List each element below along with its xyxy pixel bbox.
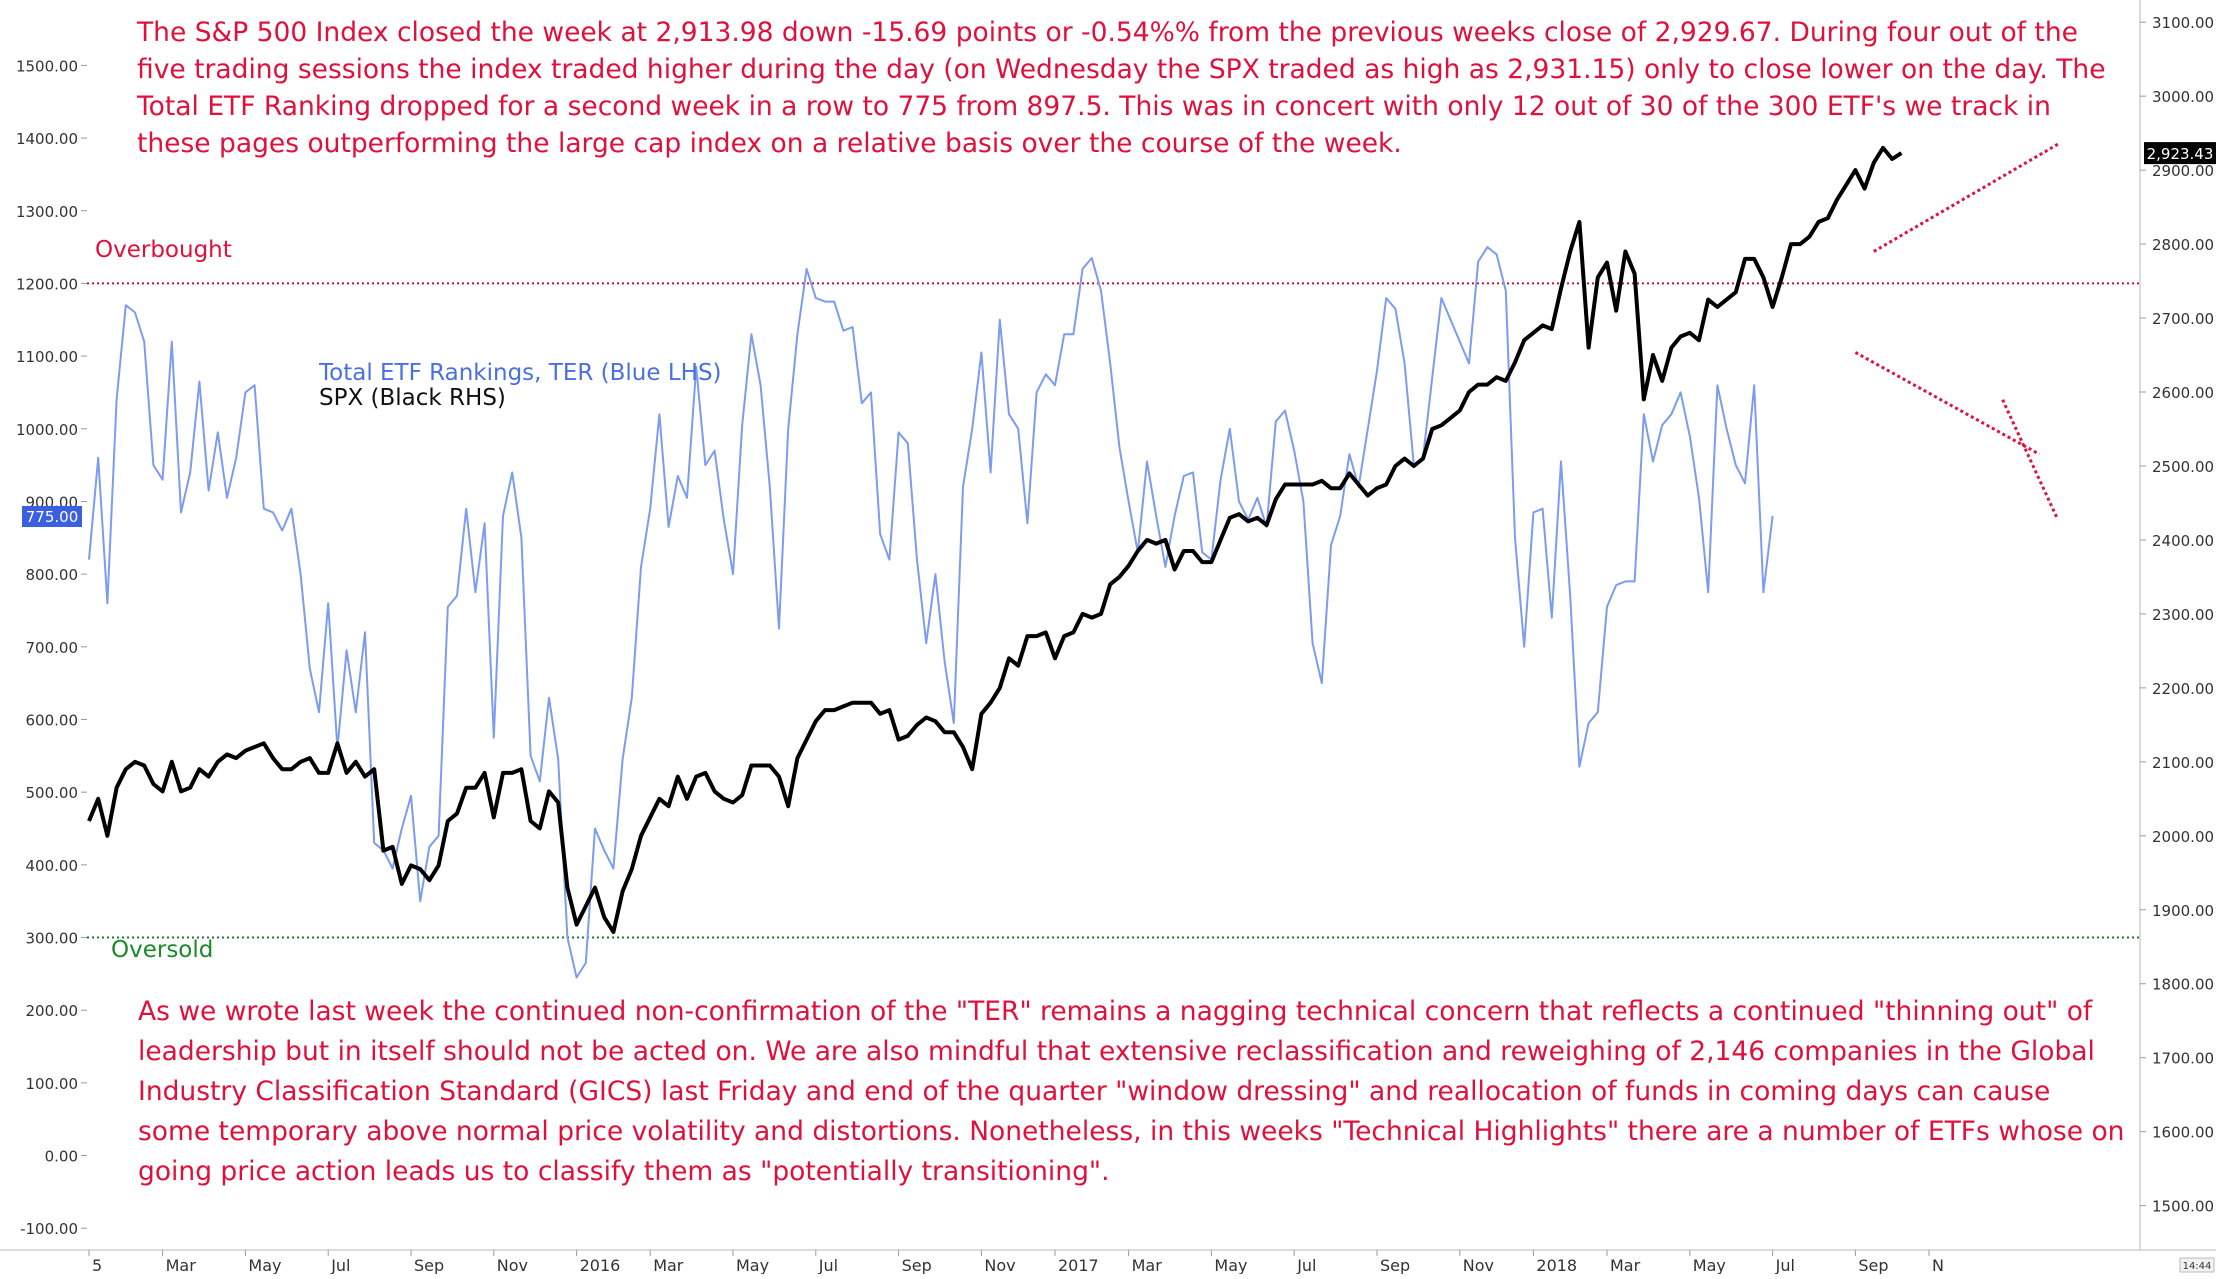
x-tick-label: Sep bbox=[1858, 1256, 1888, 1274]
left-tick-label: -100.00 bbox=[20, 1220, 78, 1238]
ter-downtrend-line-1 bbox=[1854, 351, 2041, 456]
x-tick-label: N bbox=[1932, 1256, 1944, 1274]
left-tick-label: 200.00 bbox=[26, 1002, 79, 1020]
x-tick-label: Nov bbox=[1463, 1256, 1494, 1274]
legend-spx: SPX (Black RHS) bbox=[319, 385, 506, 411]
x-tick-label: 2018 bbox=[1536, 1256, 1577, 1274]
oversold-label: Oversold bbox=[111, 937, 214, 963]
left-tick-label: 1400.00 bbox=[16, 130, 78, 148]
left-tick-label: 1100.00 bbox=[16, 348, 78, 366]
left-tick-label: 500.00 bbox=[26, 784, 79, 802]
left-tick-label: 1200.00 bbox=[16, 275, 78, 293]
right-tick-label: 2900.00 bbox=[2152, 162, 2214, 180]
left-tick-label: 800.00 bbox=[26, 566, 79, 584]
left-tick-label: 1300.00 bbox=[16, 203, 78, 221]
right-tick-label: 2600.00 bbox=[2152, 384, 2214, 402]
x-tick-label: Mar bbox=[1610, 1256, 1641, 1274]
spx-last-value-label: 2,923.43 bbox=[2147, 145, 2214, 163]
left-tick-label: 300.00 bbox=[26, 930, 79, 948]
left-tick-label: 600.00 bbox=[26, 711, 79, 729]
right-tick-label: 2400.00 bbox=[2152, 532, 2214, 550]
x-tick-label: Sep bbox=[414, 1256, 444, 1274]
x-tick-label: Jul bbox=[330, 1256, 350, 1274]
x-tick-label: Jul bbox=[1296, 1256, 1316, 1274]
x-tick-label: Mar bbox=[166, 1256, 197, 1274]
time-label-box bbox=[2179, 1257, 2215, 1273]
left-tick-label: 700.00 bbox=[26, 639, 79, 657]
x-tick-label: Jul bbox=[818, 1256, 838, 1274]
spx-last-value-badge bbox=[2144, 142, 2216, 165]
right-tick-label: 3000.00 bbox=[2152, 88, 2214, 106]
right-tick-label: 2800.00 bbox=[2152, 236, 2214, 254]
ter-downtrend-line-2 bbox=[2001, 399, 2060, 521]
ter-last-value-label: 775.00 bbox=[26, 508, 79, 526]
right-tick-label: 2300.00 bbox=[2152, 606, 2214, 624]
x-tick-label: May bbox=[1693, 1256, 1726, 1274]
x-tick-label: Jul bbox=[1775, 1256, 1795, 1274]
left-tick-label: 400.00 bbox=[26, 857, 79, 875]
right-tick-label: 1900.00 bbox=[2152, 902, 2214, 920]
x-tick-label: May bbox=[736, 1256, 769, 1274]
x-tick-label: Nov bbox=[497, 1256, 528, 1274]
right-tick-label: 2700.00 bbox=[2152, 310, 2214, 328]
x-tick-label: 5 bbox=[92, 1256, 102, 1274]
x-tick-label: Nov bbox=[984, 1256, 1015, 1274]
time-label: 14:44 bbox=[2183, 1261, 2212, 1272]
ter-last-value-badge bbox=[22, 505, 82, 527]
x-tick-label: May bbox=[1214, 1256, 1247, 1274]
x-tick-label: Mar bbox=[1132, 1256, 1163, 1274]
left-tick-label: 0.00 bbox=[45, 1148, 78, 1166]
left-tick-label: 100.00 bbox=[26, 1075, 79, 1093]
commentary-top: The S&P 500 Index closed the week at 2,9… bbox=[137, 17, 2106, 159]
x-tick-label: Sep bbox=[902, 1256, 932, 1274]
right-tick-label: 2100.00 bbox=[2152, 754, 2214, 772]
left-tick-label: 1500.00 bbox=[16, 57, 78, 75]
x-tick-label: Mar bbox=[653, 1256, 684, 1274]
right-tick-label: 1800.00 bbox=[2152, 976, 2214, 994]
ter-series-line bbox=[88, 246, 1774, 979]
left-tick-label: 1000.00 bbox=[16, 421, 78, 439]
x-tick-label: 2017 bbox=[1058, 1256, 1099, 1274]
right-tick-label: 2000.00 bbox=[2152, 828, 2214, 846]
right-tick-label: 1700.00 bbox=[2152, 1050, 2214, 1068]
x-tick-label: 2016 bbox=[580, 1256, 621, 1274]
overbought-label: Overbought bbox=[95, 237, 232, 263]
right-tick-label: 2200.00 bbox=[2152, 680, 2214, 698]
right-tick-label: 3100.00 bbox=[2152, 14, 2214, 32]
commentary-bottom: As we wrote last week the continued non-… bbox=[138, 996, 2125, 1187]
x-tick-label: Sep bbox=[1380, 1256, 1410, 1274]
right-tick-label: 1600.00 bbox=[2152, 1124, 2214, 1142]
x-tick-label: May bbox=[248, 1256, 281, 1274]
right-tick-label: 2500.00 bbox=[2152, 458, 2214, 476]
right-tick-label: 1500.00 bbox=[2152, 1198, 2214, 1216]
legend-ter: Total ETF Rankings, TER (Blue LHS) bbox=[319, 360, 722, 386]
spx-series-line bbox=[87, 145, 1903, 934]
